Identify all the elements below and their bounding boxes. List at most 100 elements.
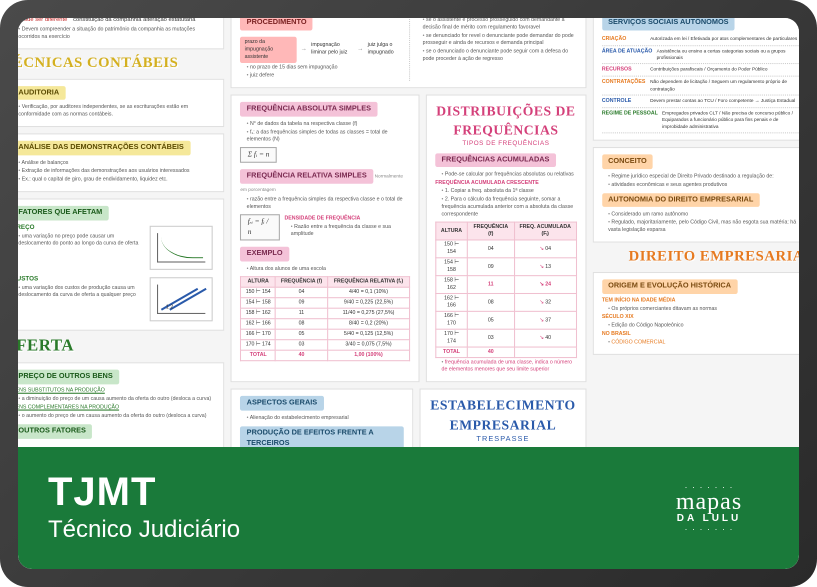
bullet: Razão entre a frequência da classe e sua…	[291, 224, 410, 239]
bullet: CÓDIGO COMERCIAL	[608, 339, 665, 346]
chart-demand-curve	[150, 226, 213, 270]
note-text: constituição da companhia alteração esta…	[73, 18, 195, 23]
formula-sum: Σ fᵢ = n	[240, 147, 276, 164]
cell: 162 ⊢ 166	[241, 319, 276, 330]
service-label: REGIME DE PESSOAL	[602, 110, 658, 130]
title-direito: DIREITO EMPRESARIAL	[592, 249, 799, 266]
bullet: Regulado, majoritariamente, pelo Código …	[608, 220, 799, 235]
bullet: juiz defere	[247, 72, 401, 79]
header-outros-fatores: OUTROS FATORES	[18, 424, 92, 438]
service-text: Não dependem de licitação / Seguem um re…	[650, 79, 799, 92]
title-estab: ESTABELECIMENTO EMPRESARIAL	[429, 396, 576, 434]
service-row: ÁREA DE ATUAÇÃO Assistência ou ensino a c…	[602, 46, 799, 64]
note-fatores: FATORES QUE AFETAM PREÇO uma variação no…	[18, 199, 225, 331]
sub2: SÉCULO XIX	[602, 314, 799, 321]
col: ALTURA	[436, 222, 468, 240]
brand-logo: · · · · · · · mapas DA LULU · · · · · · …	[649, 482, 769, 535]
logo-dots: · · · · · · ·	[649, 482, 769, 492]
cell: 08	[467, 294, 514, 312]
header-facum: FREQUÊNCIAS ACUMULADAS	[435, 153, 556, 167]
total-f: 40	[467, 347, 514, 358]
total: TOTAL	[436, 347, 468, 358]
header-conceito: CONCEITO	[602, 154, 653, 168]
sub: DENSIDADE DE FREQUÊNCIA	[284, 215, 410, 222]
label-preco: PREÇO	[18, 224, 144, 233]
bullet: o aumento do preço de um causa aumento d…	[18, 413, 215, 420]
total-f: 40	[276, 350, 328, 361]
bullet: se o denunciado o denunciante pode segui…	[423, 48, 577, 63]
title-dist: DISTRIBUIÇÕES DE FREQUÊNCIAS	[435, 102, 576, 140]
t: juiz julga o impugnado	[368, 42, 401, 57]
bullet: Pode-se calcular por frequências absolut…	[442, 172, 577, 179]
service-label: RECURSOS	[602, 67, 646, 74]
service-text: Empregados privados CLT / Não precisa de…	[662, 110, 799, 130]
bullet: no prazo de 15 dias sem impugnação	[247, 64, 401, 71]
cell: 05	[276, 329, 328, 340]
service-row: REGIME DE PESSOALEmpregados privados CLT…	[602, 108, 799, 133]
header-outros: PREÇO DE OUTROS BENS	[18, 370, 119, 384]
note-origem: ORIGEM E EVOLUÇÃO HISTÓRICA TEM INÍCIO N…	[592, 272, 799, 355]
table-exemplo: ALTURA FREQUÊNCIA (f) FREQUÊNCIA RELATIV…	[240, 276, 410, 361]
cell: ↘ 04	[514, 240, 576, 258]
bullet: Análise de balanços	[18, 160, 215, 167]
header-frs: FREQUÊNCIA RELATIVA SIMPLES	[240, 169, 373, 183]
note-constituicao: ▲ Pode ser diferente constituição da com…	[18, 18, 225, 49]
service-label: ÁREA DE ATUAÇÃO	[602, 48, 653, 61]
bullet: uma variação dos custos de produção caus…	[18, 285, 143, 300]
total: TOTAL	[241, 350, 276, 361]
tablet-frame: ▲ Pode ser diferente constituição da com…	[0, 0, 817, 587]
service-row: CONTRATAÇÕES Não dependem de licitação / …	[602, 77, 799, 95]
cell: 04	[467, 240, 514, 258]
bullet: Ex.: qual o capital de giro, grau de end…	[18, 177, 215, 184]
note-auditoria: AUDITORIA Verificação, por auditores ind…	[18, 78, 225, 127]
note-servicos: SERVIÇOS SOCIAIS AUTÔNOMOS CRIAÇÃOAutori…	[592, 18, 799, 141]
header-exemplo: EXEMPLO	[240, 247, 289, 261]
banner-title: TJMT	[48, 472, 649, 512]
subtitle-estab: TRESPASSE	[429, 434, 576, 444]
service-row: CRIAÇÃOAutorizada em lei / Efetivada por…	[602, 33, 799, 46]
chart-supply-shift: 1 2	[150, 277, 213, 321]
tablet-screen: ▲ Pode ser diferente constituição da com…	[18, 18, 799, 569]
header-auditoria: AUDITORIA	[18, 86, 65, 100]
service-text: Devem prestar contas ao TCU / Foro compe…	[650, 98, 799, 105]
title-tecnicas: TÉCNICAS CONTÁBEIS	[18, 55, 225, 72]
cell: 8/40 = 0,2 (20%)	[328, 319, 410, 330]
bullet: 2. Para o cálculo da frequência seguinte…	[442, 197, 577, 219]
service-text: Autorizada em lei / Efetivada por atos c…	[650, 36, 799, 43]
cell: 11	[276, 308, 328, 319]
service-row: CONTROLEDevem prestar contas ao TCU / Fo…	[602, 96, 799, 109]
bullet: Devem compreender a situação do patrimôn…	[18, 26, 215, 41]
header-origem: ORIGEM E EVOLUÇÃO HISTÓRICA	[602, 280, 738, 294]
bullet: atividades econômicas e seus agentes pro…	[608, 181, 799, 188]
cell: 04	[276, 287, 328, 298]
logo-sub: DA LULU	[649, 513, 769, 524]
header-servicos: SERVIÇOS SOCIAIS AUTÔNOMOS	[602, 18, 735, 30]
cell: 158 ⊢ 162	[436, 276, 468, 294]
cell: 154 ⊢ 158	[241, 298, 276, 309]
bullet: Considerado um ramo autônomo	[608, 212, 799, 219]
note-analise: ANÁLISE DAS DEMONSTRAÇÕES CONTÁBEIS Anál…	[18, 134, 225, 193]
service-row: RECURSOS Contribuições parafiscais / Orça…	[602, 64, 799, 77]
cell: 03	[276, 340, 328, 350]
label-custos: CUSTOS	[18, 275, 144, 284]
service-label: CONTRATAÇÕES	[602, 79, 646, 92]
note-procedimento: PROCEDIMENTO prazo da impugnação assiste…	[231, 18, 586, 88]
bullet: se o assistente é processo prosseguido c…	[423, 18, 577, 32]
total-r: 1,00 (100%)	[328, 350, 410, 361]
cell: 08	[276, 319, 328, 330]
bullet: Edição do Código Napoleônico	[608, 323, 799, 330]
bullet: Regime jurídico especial de Direito Priv…	[608, 173, 799, 180]
foot: frequência acumulada de uma classe, indi…	[442, 360, 577, 375]
bullet: Os próprios comerciantes ditavam as norm…	[608, 306, 799, 313]
cell: 5/40 = 0,125 (12,5%)	[328, 329, 410, 340]
service-text: Contribuições parafiscais / Orçamento do…	[650, 67, 799, 74]
chart-marks: 1 2	[166, 305, 173, 312]
cell: 09	[467, 258, 514, 276]
banner-text: TJMT Técnico Judiciário	[48, 472, 649, 544]
bullet: N° de dados da tabela na respectiva clas…	[247, 120, 410, 127]
note-outros-bens: PREÇO DE OUTROS BENS BENS SUBSTITUTOS NA…	[18, 362, 225, 449]
bullet: Extração de informações das demonstraçõe…	[18, 168, 215, 175]
cell: 158 ⊢ 162	[241, 308, 276, 319]
bullet: Altura dos alunos de uma escola	[247, 266, 410, 273]
service-text: Assistência ou ensino a certas categoria…	[657, 48, 799, 61]
